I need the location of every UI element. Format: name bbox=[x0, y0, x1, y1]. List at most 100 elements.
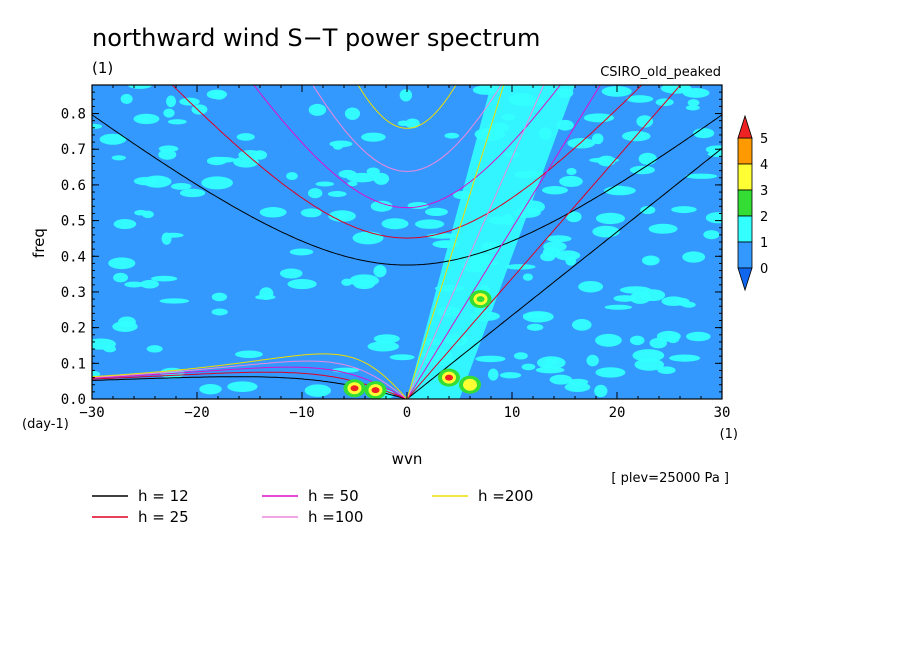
texture-blob bbox=[687, 99, 700, 107]
y-tick-label: 0.1 bbox=[61, 356, 86, 372]
texture-blob bbox=[206, 156, 227, 166]
texture-blob bbox=[626, 95, 654, 103]
texture-blob bbox=[373, 172, 390, 185]
texture-blob bbox=[522, 273, 533, 281]
texture-blob bbox=[540, 252, 556, 262]
kelvin-band-point-2-core bbox=[466, 381, 474, 388]
texture-blob bbox=[629, 165, 655, 175]
texture-blob bbox=[676, 298, 690, 307]
texture-blob bbox=[133, 176, 158, 186]
rossby-peak-2-core bbox=[371, 387, 380, 394]
texture-blob bbox=[259, 287, 274, 300]
texture-blob bbox=[692, 128, 715, 139]
texture-blob bbox=[166, 95, 177, 108]
texture-blob bbox=[133, 113, 160, 125]
texture-blob bbox=[595, 333, 622, 347]
texture-blob bbox=[227, 381, 258, 393]
texture-blob bbox=[565, 256, 577, 266]
colorbar-segment bbox=[737, 241, 753, 269]
texture-blob bbox=[424, 207, 448, 217]
texture-blob bbox=[167, 119, 187, 125]
texture-blob bbox=[705, 212, 722, 224]
texture-blob bbox=[522, 312, 547, 319]
texture-blob bbox=[367, 341, 400, 352]
kelvin-curve-h50 bbox=[406, 85, 601, 399]
texture-blob bbox=[236, 133, 255, 141]
texture-blob bbox=[108, 257, 136, 270]
texture-blob bbox=[604, 304, 633, 310]
texture-blob bbox=[349, 274, 379, 287]
colorbar-label: 4 bbox=[760, 158, 768, 173]
y-tick-label: 0.2 bbox=[61, 321, 86, 337]
texture-blob bbox=[640, 289, 666, 302]
kelvin-band bbox=[407, 85, 575, 399]
x-tick-label: −20 bbox=[184, 405, 209, 421]
texture-blob bbox=[613, 295, 636, 302]
texture-blob bbox=[117, 316, 136, 328]
x-tick-label: 10 bbox=[504, 405, 521, 421]
y-axis: 0.0 0.1 0.2 0.3 0.4 0.5 0.6 0.7 0.8 bbox=[61, 91, 722, 408]
ig-curve-h100 bbox=[312, 85, 502, 172]
texture-blob bbox=[361, 132, 386, 142]
texture-blob bbox=[113, 219, 137, 230]
texture-blob bbox=[636, 115, 654, 128]
texture-blob bbox=[671, 206, 697, 214]
texture-blob bbox=[370, 200, 393, 212]
colorbar-label: 3 bbox=[760, 184, 768, 199]
texture-blob bbox=[564, 382, 591, 392]
texture-blob bbox=[381, 218, 409, 230]
spectral-peaks bbox=[343, 290, 492, 399]
texture-blob bbox=[120, 93, 133, 104]
texture-blob bbox=[338, 169, 357, 179]
chart-subtitle-left: (1) bbox=[92, 59, 113, 77]
y-tick-label: 0.3 bbox=[61, 285, 86, 301]
texture-blob bbox=[286, 172, 298, 181]
kelvin-curve-h200 bbox=[406, 85, 505, 399]
texture-blob bbox=[643, 256, 657, 265]
texture-blob bbox=[373, 334, 400, 344]
texture-blob bbox=[513, 352, 528, 360]
texture-blob bbox=[571, 318, 592, 331]
texture-blob bbox=[559, 175, 583, 187]
footnote: [ plev=25000 Pa ] bbox=[611, 471, 729, 486]
texture-blob bbox=[566, 211, 582, 223]
texture-blob bbox=[415, 219, 445, 229]
x-unit-label: (1) bbox=[720, 427, 738, 442]
colorbar-extend-low bbox=[737, 267, 753, 292]
texture-blob bbox=[170, 183, 192, 190]
kelvin-band-point-core bbox=[476, 296, 485, 303]
spectrum-texture bbox=[92, 85, 722, 399]
kelvin-curve-h100 bbox=[406, 85, 545, 399]
y-tick-label: 0.5 bbox=[61, 214, 86, 230]
texture-blob bbox=[92, 370, 101, 378]
texture-blob bbox=[366, 167, 380, 176]
texture-blob bbox=[397, 120, 410, 127]
kelvin-curve-h12 bbox=[406, 147, 722, 399]
texture-blob bbox=[595, 367, 626, 378]
texture-blob bbox=[344, 107, 361, 120]
texture-blob bbox=[332, 143, 343, 150]
texture-blob bbox=[211, 308, 228, 316]
texture-blob bbox=[657, 366, 676, 375]
y-unit-label: (day-1) bbox=[22, 417, 69, 432]
texture-blob bbox=[499, 372, 522, 379]
x-tick-label: −30 bbox=[79, 405, 104, 421]
colorbar: 0 1 2 3 4 5 bbox=[737, 114, 768, 292]
x-tick-label: 0 bbox=[403, 405, 411, 421]
colorbar-segment bbox=[737, 189, 753, 217]
texture-blob bbox=[648, 223, 678, 234]
y-tick-label: 0.8 bbox=[61, 107, 86, 123]
texture-blob bbox=[682, 251, 706, 263]
texture-blob bbox=[304, 384, 331, 397]
texture-blob bbox=[703, 230, 720, 240]
texture-blob bbox=[199, 383, 222, 395]
texture-blob bbox=[526, 323, 544, 331]
texture-blob bbox=[444, 132, 460, 139]
texture-blob bbox=[586, 354, 599, 367]
texture-blob bbox=[542, 186, 568, 195]
texture-blob bbox=[595, 212, 625, 225]
texture-blob bbox=[685, 173, 718, 179]
texture-blob bbox=[640, 205, 656, 215]
texture-blob bbox=[328, 210, 356, 222]
